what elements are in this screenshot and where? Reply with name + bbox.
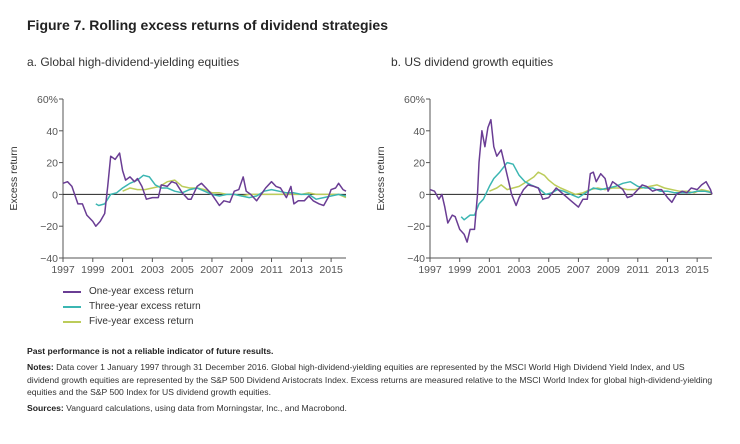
y-tick-label: 0: [52, 189, 58, 201]
legend-label: Three-year excess return: [89, 301, 201, 312]
x-tick-label: 1997: [51, 264, 75, 276]
y-tick-label: −40: [40, 253, 58, 265]
y-tick-label: −20: [407, 221, 425, 233]
y-tick-label: 20: [413, 158, 425, 170]
disclaimer: Past performance is not a reliable indic…: [27, 346, 274, 356]
x-tick-label: 2011: [260, 264, 283, 276]
x-tick-label: 2005: [170, 264, 194, 276]
y-tick-label: 60%: [37, 94, 58, 106]
y-tick-label: 40: [46, 126, 58, 138]
x-tick-label: 2015: [319, 264, 343, 276]
x-tick-label: 2011: [626, 264, 649, 276]
y-tick-label: 0: [419, 189, 425, 201]
series-line-one: [429, 118, 713, 243]
notes-label: Notes:: [27, 362, 54, 372]
notes: Notes: Data cover 1 January 1997 through…: [27, 361, 717, 399]
figure-title: Figure 7. Rolling excess returns of divi…: [27, 17, 388, 33]
y-tick-label: 60%: [404, 94, 425, 106]
legend: One-year excess return Three-year excess…: [63, 284, 201, 329]
y-tick-label: −40: [407, 253, 425, 265]
legend-swatch-three: [63, 305, 81, 308]
x-tick-label: 2009: [230, 264, 254, 276]
x-tick-label: 2009: [596, 264, 620, 276]
x-tick-label: 2007: [567, 264, 591, 276]
legend-swatch-one: [63, 290, 81, 293]
series-line-three: [460, 161, 713, 221]
y-tick-label: 40: [413, 126, 425, 138]
legend-item-three-year: Three-year excess return: [63, 299, 201, 314]
x-tick-label: 2001: [478, 264, 502, 276]
sources-label: Sources:: [27, 403, 64, 413]
sources-text: Vanguard calculations, using data from M…: [66, 403, 347, 413]
y-tick-label: 20: [46, 158, 58, 170]
notes-text: Data cover 1 January 1997 through 31 Dec…: [27, 362, 713, 397]
x-tick-label: 2003: [141, 264, 165, 276]
series-line-one: [62, 152, 347, 227]
chart-a-title: a. Global high-dividend-yielding equitie…: [27, 55, 240, 69]
legend-label: Five-year excess return: [89, 316, 194, 327]
x-tick-label: 2003: [507, 264, 531, 276]
x-tick-label: 2007: [200, 264, 224, 276]
y-axis-label: Excess return: [8, 146, 20, 210]
x-tick-label: 2005: [537, 264, 561, 276]
y-tick-label: −20: [40, 221, 58, 233]
sources: Sources: Vanguard calculations, using da…: [27, 402, 717, 415]
x-tick-label: 1999: [81, 264, 105, 276]
x-tick-label: 1999: [448, 264, 472, 276]
legend-label: One-year excess return: [89, 286, 194, 297]
x-tick-label: 2001: [111, 264, 135, 276]
y-axis-label: Excess return: [375, 146, 387, 210]
x-tick-label: 1997: [418, 264, 442, 276]
x-tick-label: 2013: [290, 264, 314, 276]
legend-item-one-year: One-year excess return: [63, 284, 201, 299]
chart-b-title: b. US dividend growth equities: [391, 55, 554, 69]
x-tick-label: 2013: [656, 264, 680, 276]
legend-swatch-five: [63, 320, 81, 323]
legend-item-five-year: Five-year excess return: [63, 314, 201, 329]
x-tick-label: 2015: [685, 264, 709, 276]
